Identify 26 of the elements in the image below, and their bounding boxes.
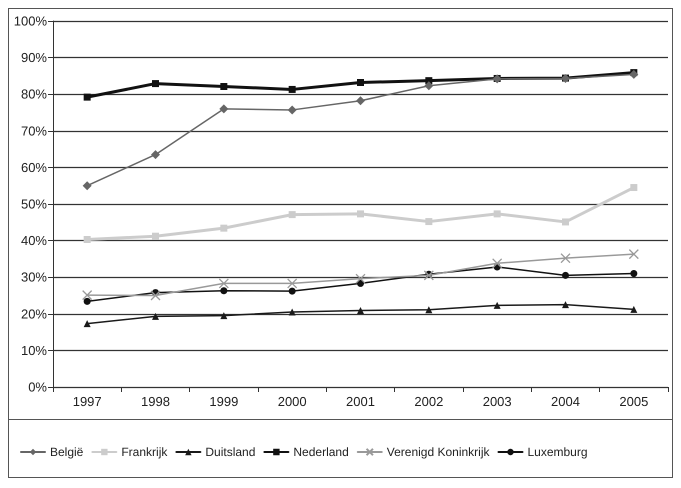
x-tick-label: 2005 <box>619 394 648 409</box>
x-tick-label: 2001 <box>346 394 375 409</box>
y-tick-label: 0% <box>28 380 48 394</box>
legend-label: Frankrijk <box>121 445 168 459</box>
legend-label: Nederland <box>293 445 349 459</box>
y-tick-label: 50% <box>20 196 48 212</box>
x-tick-label: 1999 <box>209 394 238 409</box>
x-tick-label: 2003 <box>482 394 512 409</box>
x-tick-label: 2004 <box>551 394 580 409</box>
y-tick-label: 40% <box>20 233 48 248</box>
y-tick-label: 80% <box>20 86 48 102</box>
y-tick-label: 60% <box>20 160 48 175</box>
x-tick-label: 2002 <box>414 394 444 409</box>
legend-label: Duitsland <box>205 445 256 459</box>
y-tick-label: 100% <box>14 14 48 28</box>
x-tick-label: 2000 <box>278 394 307 409</box>
x-tick-label: 1998 <box>141 394 170 409</box>
y-tick-label: 10% <box>20 342 48 358</box>
y-tick-label: 20% <box>20 306 48 322</box>
legend-label: Verenigd Koninkrijk <box>386 445 490 459</box>
legend-label: Luxemburg <box>527 445 588 459</box>
x-tick-label: 1997 <box>72 394 102 409</box>
y-tick-label: 70% <box>20 123 48 138</box>
y-tick-label: 90% <box>20 50 48 66</box>
legend-label: België <box>50 445 84 459</box>
y-tick-label: 30% <box>20 270 48 285</box>
